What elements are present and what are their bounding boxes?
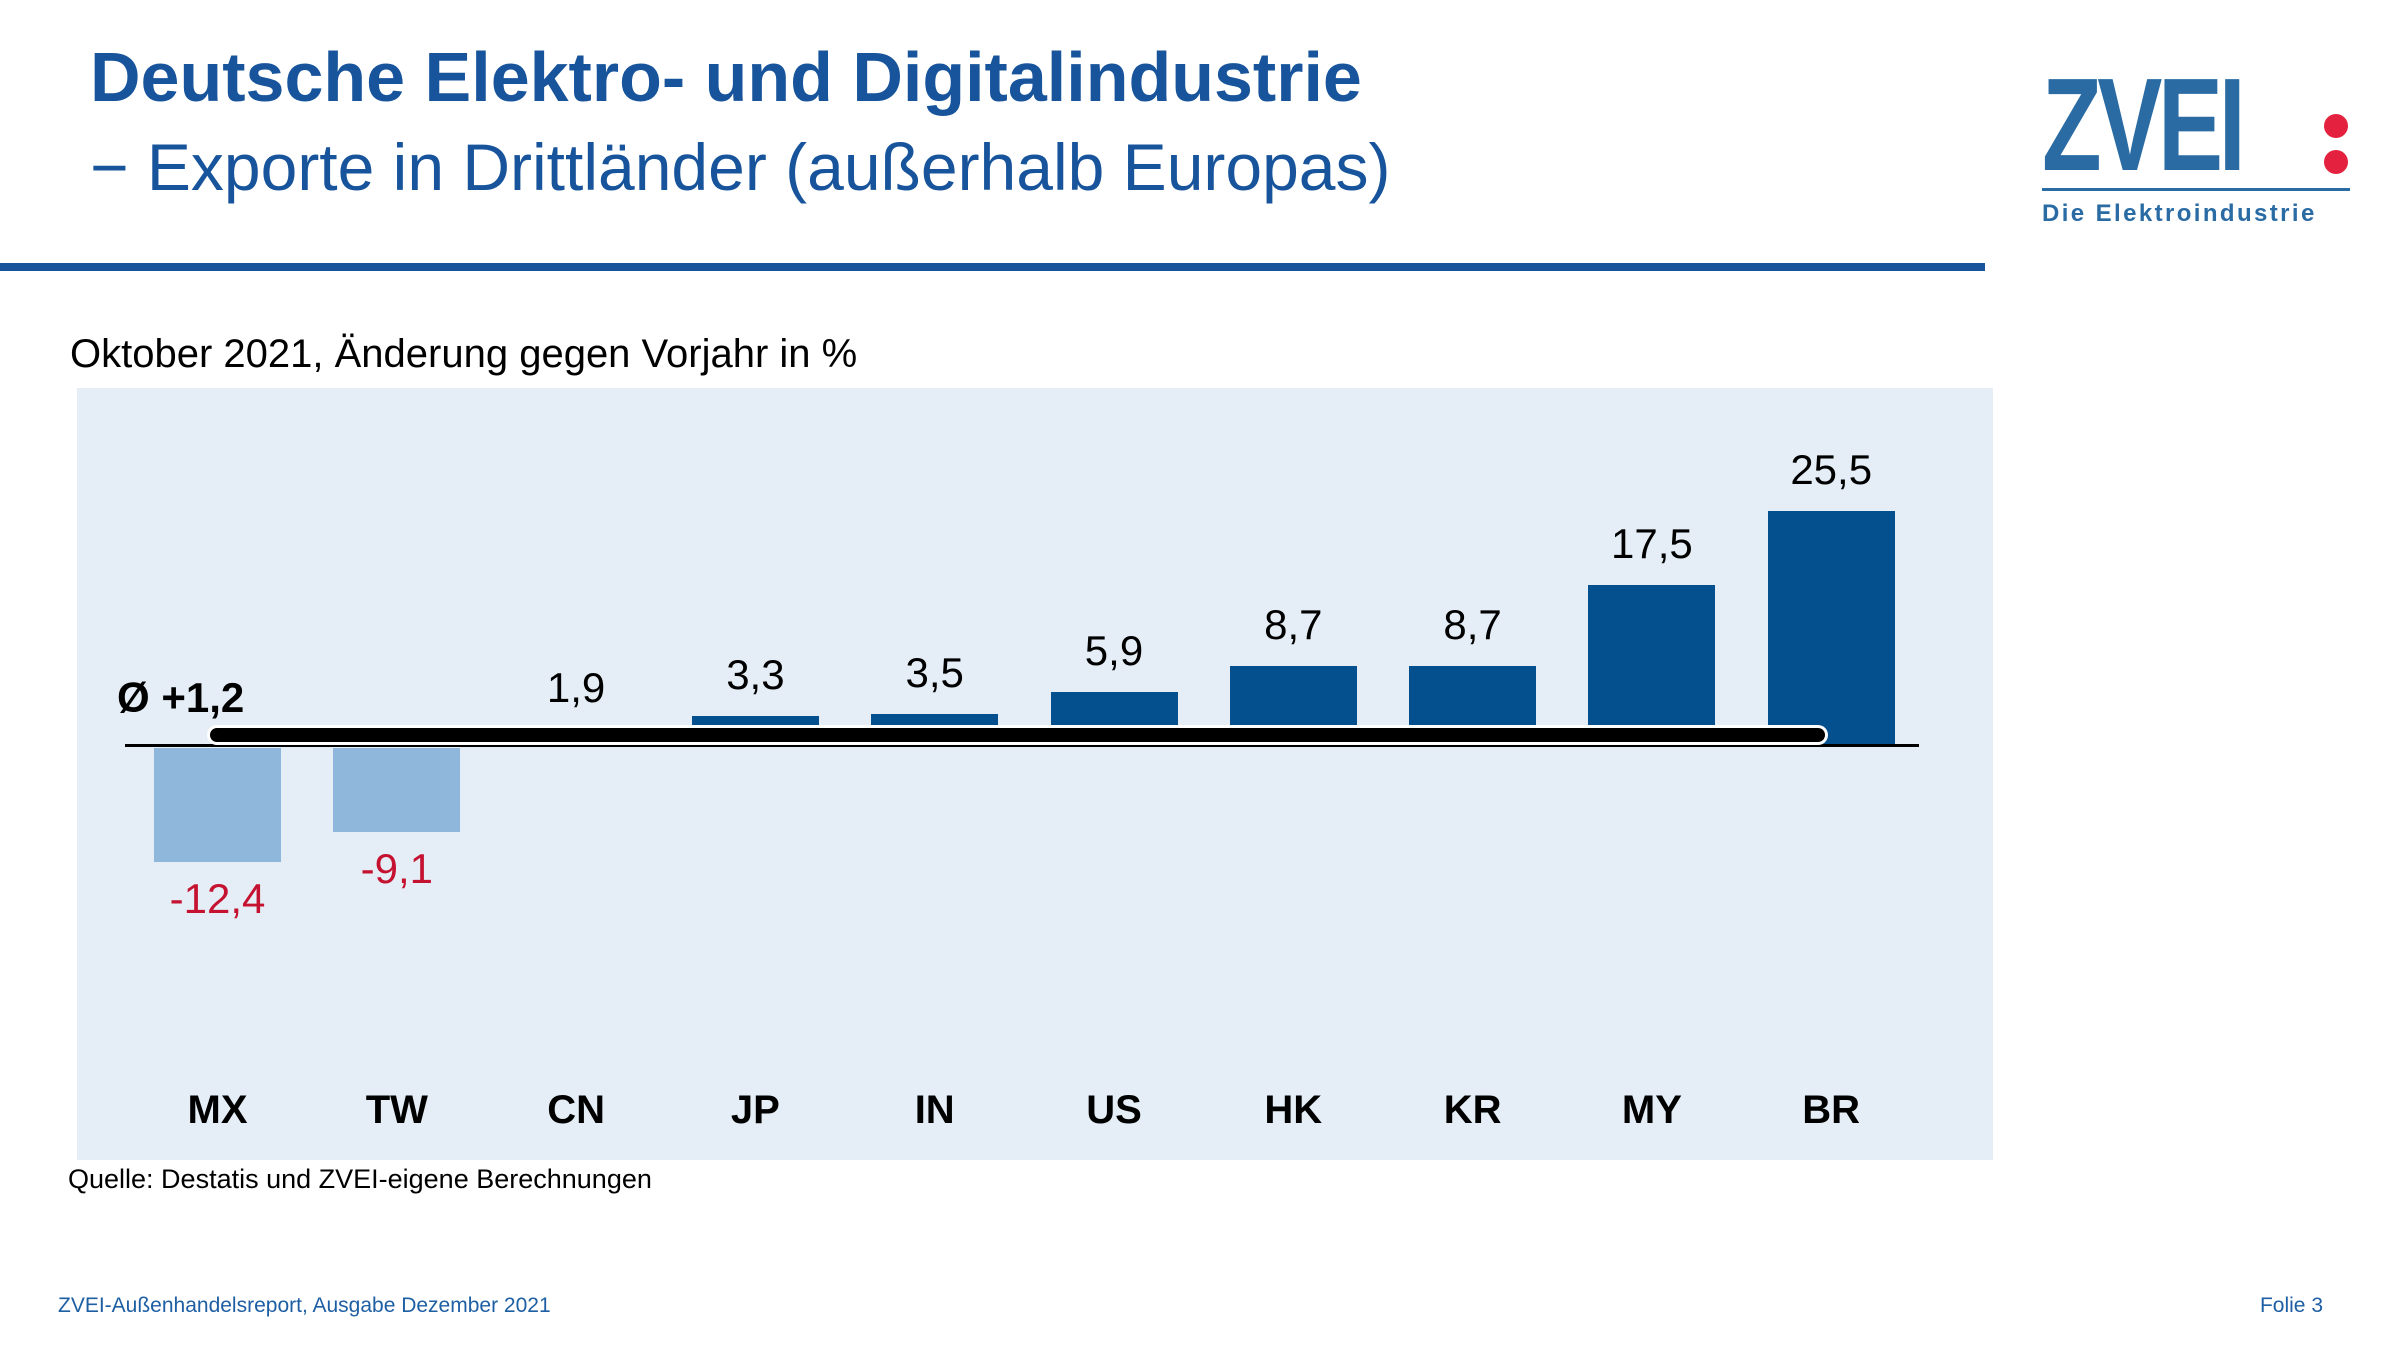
logo-colon-dot-icon [2324,114,2348,138]
value-label-BR: 25,5 [1790,446,1873,494]
average-line [210,728,1825,742]
chart-plot: Ø +1,2 -12,4 MX -9,1 TW 1,9 CN 3,3 JP 3,5 IN 5,9 US… [77,388,1993,1160]
chart-subtitle: Oktober 2021, Änderung gegen Vorjahr in … [70,332,858,376]
bar-MY [1588,585,1716,746]
value-label-CN: 1,9 [546,663,606,711]
average-label: Ø +1,2 [117,674,245,721]
logo-colon-dot-icon [2324,150,2348,174]
x-axis-line [125,744,1919,747]
bar-TW [333,748,461,832]
logo-wordmark-row: ZVEI [2042,51,2387,198]
value-label-HK: 8,7 [1264,601,1323,648]
footer-report-title: ZVEI-Außenhandelsreport, Ausgabe Dezembe… [58,1294,551,1317]
page-title-line1: Deutsche Elektro- und Digitalindustrie [90,38,1362,116]
page-title: Deutsche Elektro- und Digitalindustrie −… [90,32,1390,212]
value-label-US: 5,9 [1084,626,1144,674]
source-note: Quelle: Destatis und ZVEI-eigene Berechn… [68,1164,652,1194]
logo-wordmark: ZVEI [2042,51,2246,198]
bar-BR [1767,511,1895,746]
footer: ZVEI-Außenhandelsreport, Ausgabe Dezembe… [58,1294,2323,1318]
value-label-JP: 3,3 [726,650,785,698]
category-label-CN: CN [547,1088,605,1132]
value-label-IN: 3,5 [905,648,964,696]
value-label-MY: 17,5 [1611,520,1693,567]
value-label-KR: 8,7 [1443,601,1502,648]
logo-tagline: Die Elektroindustrie [2042,200,2317,227]
category-label-IN: IN [914,1088,955,1132]
value-label-TW: -9,1 [360,844,433,892]
bar-MX [154,748,281,863]
value-label-MX: -12,4 [169,875,266,923]
category-label-MX: MX [187,1088,248,1132]
category-label-JP: JP [730,1088,780,1132]
category-label-MY: MY [1621,1088,1682,1132]
zvei-logo: ZVEI Die Elektroindustrie [2042,51,2387,242]
logo-rule [2042,188,2350,191]
category-label-TW: TW [365,1088,428,1132]
category-label-KR: KR [1443,1088,1502,1132]
category-label-BR: BR [1802,1088,1861,1132]
category-label-US: US [1086,1088,1142,1132]
title-divider [0,263,1985,271]
page-title-line2: − Exporte in Drittländer (außerhalb Euro… [90,130,1391,204]
footer-slide-number: Folie 3 [2259,1294,2323,1317]
category-label-HK: HK [1264,1088,1323,1132]
